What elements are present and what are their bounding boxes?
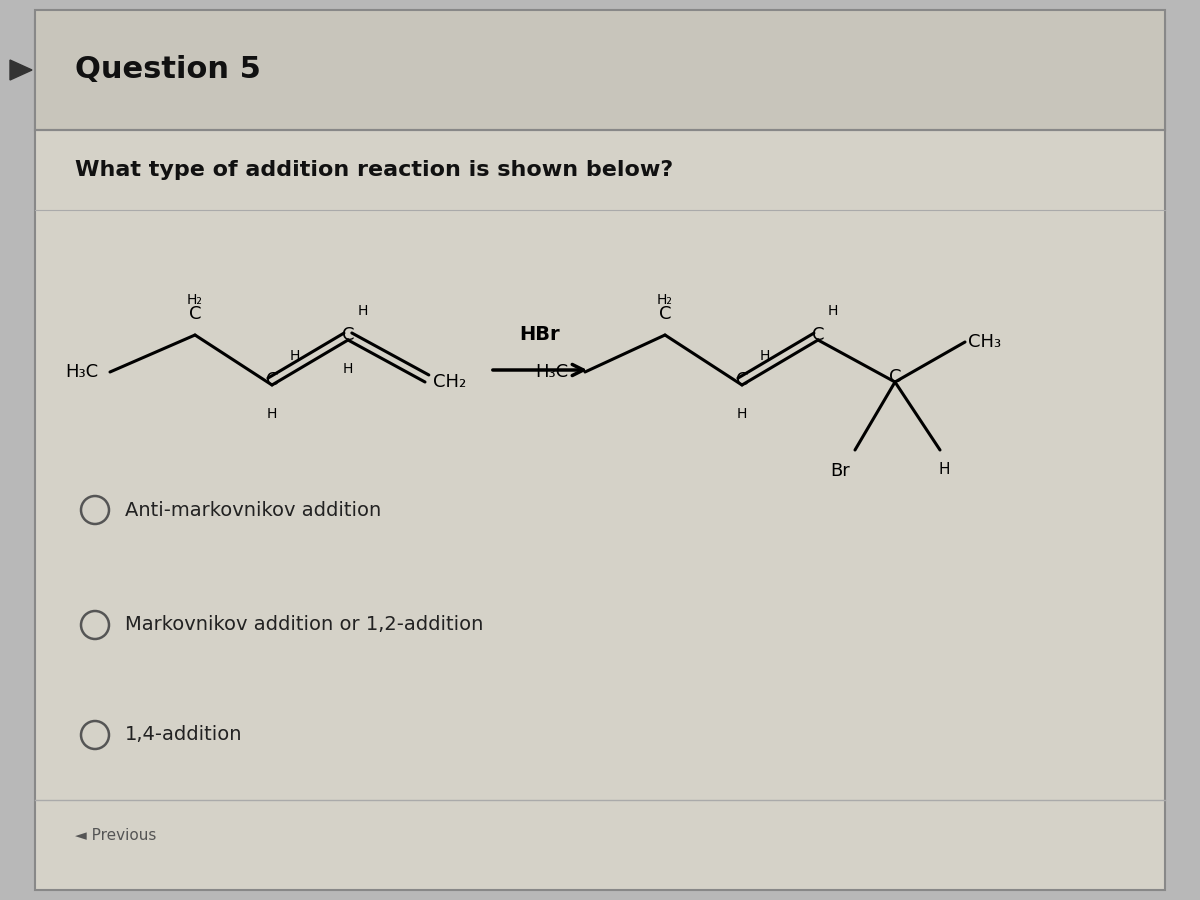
Text: 1,4-addition: 1,4-addition xyxy=(125,725,242,744)
Text: H: H xyxy=(343,362,353,376)
Text: H: H xyxy=(737,407,748,421)
Text: C: C xyxy=(265,371,278,389)
Text: H: H xyxy=(938,462,949,477)
Text: H₃C: H₃C xyxy=(535,363,568,381)
Text: ◄ Previous: ◄ Previous xyxy=(74,827,156,842)
Text: CH₂: CH₂ xyxy=(433,373,467,391)
Text: Markovnikov addition or 1,2-addition: Markovnikov addition or 1,2-addition xyxy=(125,616,484,634)
Text: CH₃: CH₃ xyxy=(968,333,1001,351)
Text: C: C xyxy=(811,326,824,344)
Text: H₃C: H₃C xyxy=(65,363,98,381)
Text: H: H xyxy=(760,349,770,363)
Polygon shape xyxy=(10,60,32,80)
Text: C: C xyxy=(342,326,354,344)
Text: C: C xyxy=(659,305,671,323)
Text: Anti-markovnikov addition: Anti-markovnikov addition xyxy=(125,500,382,519)
Text: C: C xyxy=(736,371,749,389)
Text: Br: Br xyxy=(830,462,850,480)
Text: H: H xyxy=(290,349,300,363)
Text: HBr: HBr xyxy=(520,326,560,345)
Text: C: C xyxy=(188,305,202,323)
Bar xyxy=(35,10,1165,130)
Text: H: H xyxy=(266,407,277,421)
Text: What type of addition reaction is shown below?: What type of addition reaction is shown … xyxy=(74,160,673,180)
Text: H: H xyxy=(358,304,368,318)
Text: H₂: H₂ xyxy=(187,293,203,307)
Text: C: C xyxy=(889,368,901,386)
Text: H: H xyxy=(828,304,839,318)
Text: H₂: H₂ xyxy=(658,293,673,307)
Text: Question 5: Question 5 xyxy=(74,56,260,85)
